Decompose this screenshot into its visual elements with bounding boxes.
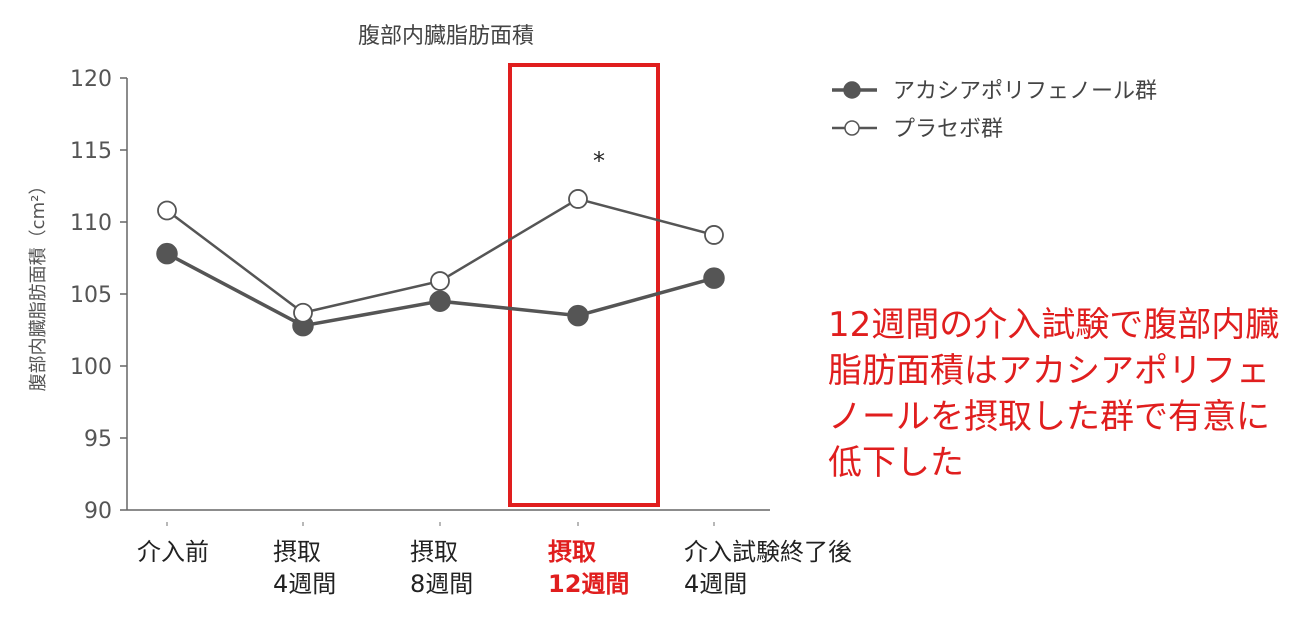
chart-title: 腹部内臓脂肪面積 [358, 24, 534, 49]
y-tick-label: 100 [70, 355, 112, 380]
data-point-acacia [429, 290, 451, 312]
data-point-acacia [567, 304, 589, 327]
y-tick-label: 90 [84, 499, 112, 524]
legend-marker-acacia [843, 81, 861, 99]
data-point-placebo [430, 271, 450, 291]
x-category-label: 摂取 [410, 538, 458, 566]
x-category-label: 摂取 [273, 538, 321, 566]
annotation-note: 12週間の介入試験で腹部内臓脂肪面積はアカシアポリフェノールを摂取した群で有意に… [828, 305, 1280, 483]
data-point-placebo [568, 189, 588, 209]
data-point-placebo [157, 200, 177, 221]
y-tick-label: 95 [84, 427, 112, 452]
legend-label: アカシアポリフェノール群 [893, 79, 1157, 104]
legend-marker-placebo [844, 120, 860, 136]
x-category-label: 介入前 [137, 538, 209, 566]
x-category-label: 摂取 [548, 538, 596, 566]
y-tick-label: 120 [70, 67, 112, 92]
significance-marker: * [593, 147, 605, 175]
highlight-box [508, 63, 660, 507]
x-category-label: 8週間 [410, 570, 473, 598]
data-point-acacia [156, 242, 178, 265]
legend-label: プラセボ群 [893, 117, 1003, 142]
x-category-label: 4週間 [273, 570, 336, 598]
x-category-label: 介入試験終了後 [684, 538, 852, 566]
data-point-placebo [293, 302, 313, 323]
data-point-placebo [704, 225, 724, 245]
x-category-label: 12週間 [548, 570, 629, 598]
y-axis-label: 腹部内臓脂肪面積（cm²） [28, 177, 49, 392]
y-tick-label: 110 [70, 211, 112, 236]
y-tick-label: 115 [70, 139, 112, 164]
y-tick-label: 105 [70, 283, 112, 308]
x-category-label: 4週間 [684, 570, 747, 598]
data-point-acacia [703, 267, 725, 289]
